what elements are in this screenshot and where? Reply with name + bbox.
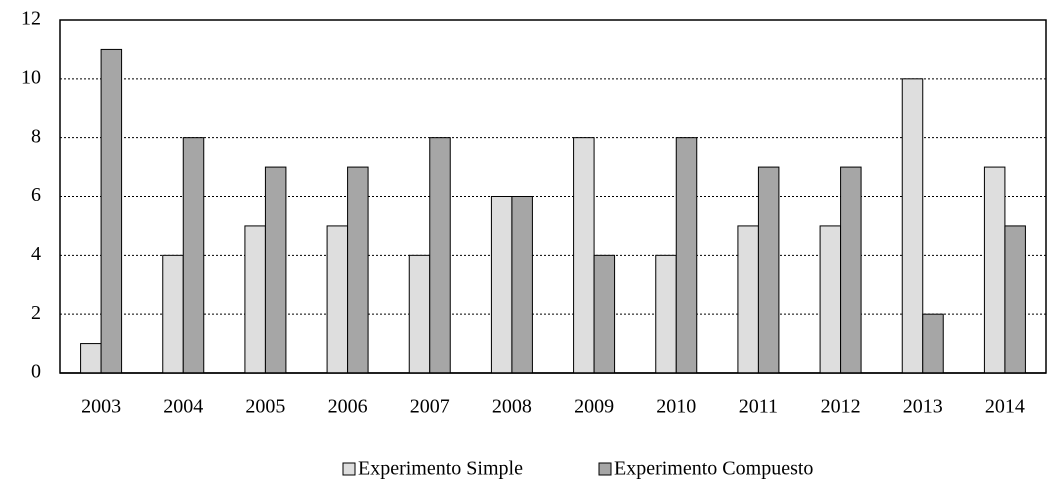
bar bbox=[1004, 225, 1026, 374]
bar bbox=[922, 313, 944, 374]
bar bbox=[511, 196, 533, 374]
x-tick-label: 2012 bbox=[821, 396, 861, 418]
legend-swatch bbox=[598, 462, 612, 476]
bar bbox=[408, 254, 431, 374]
bar bbox=[655, 254, 677, 374]
bar bbox=[901, 78, 924, 374]
bar bbox=[983, 166, 1006, 374]
bar bbox=[347, 166, 369, 374]
x-tick-label: 2010 bbox=[656, 396, 696, 418]
bar bbox=[244, 225, 266, 374]
x-tick-label: 2009 bbox=[574, 396, 614, 418]
legend-label: Experimento Simple bbox=[358, 458, 523, 480]
x-tick-label: 2011 bbox=[739, 396, 778, 418]
y-tick-label: 10 bbox=[21, 66, 41, 88]
bar bbox=[840, 166, 862, 374]
bar bbox=[162, 254, 184, 374]
y-tick-label: 0 bbox=[31, 361, 41, 383]
x-tick-label: 2008 bbox=[492, 396, 532, 418]
bar bbox=[757, 166, 780, 374]
x-tick-label: 2006 bbox=[328, 396, 368, 418]
bar bbox=[326, 225, 349, 374]
x-tick-label: 2014 bbox=[985, 396, 1025, 418]
y-tick-label: 4 bbox=[31, 243, 41, 265]
bar bbox=[593, 254, 616, 374]
bar bbox=[264, 166, 287, 374]
x-tick-label: 2005 bbox=[245, 396, 285, 418]
bar bbox=[675, 137, 698, 374]
bar bbox=[182, 137, 205, 374]
x-tick-label: 2007 bbox=[410, 396, 450, 418]
y-tick-label: 6 bbox=[31, 184, 41, 206]
bar bbox=[573, 137, 595, 374]
y-tick-label: 12 bbox=[21, 8, 41, 30]
x-tick-label: 2003 bbox=[81, 396, 121, 418]
bar bbox=[819, 225, 842, 374]
y-tick-label: 8 bbox=[31, 125, 41, 147]
y-tick-label: 2 bbox=[31, 302, 41, 324]
bar bbox=[490, 196, 513, 374]
bar bbox=[80, 343, 102, 374]
legend-swatch bbox=[342, 462, 356, 476]
bar bbox=[100, 48, 123, 374]
x-tick-label: 2004 bbox=[163, 396, 203, 418]
bar bbox=[737, 225, 759, 374]
bar bbox=[429, 137, 451, 374]
legend-label: Experimento Compuesto bbox=[614, 458, 813, 480]
x-tick-label: 2013 bbox=[903, 396, 943, 418]
